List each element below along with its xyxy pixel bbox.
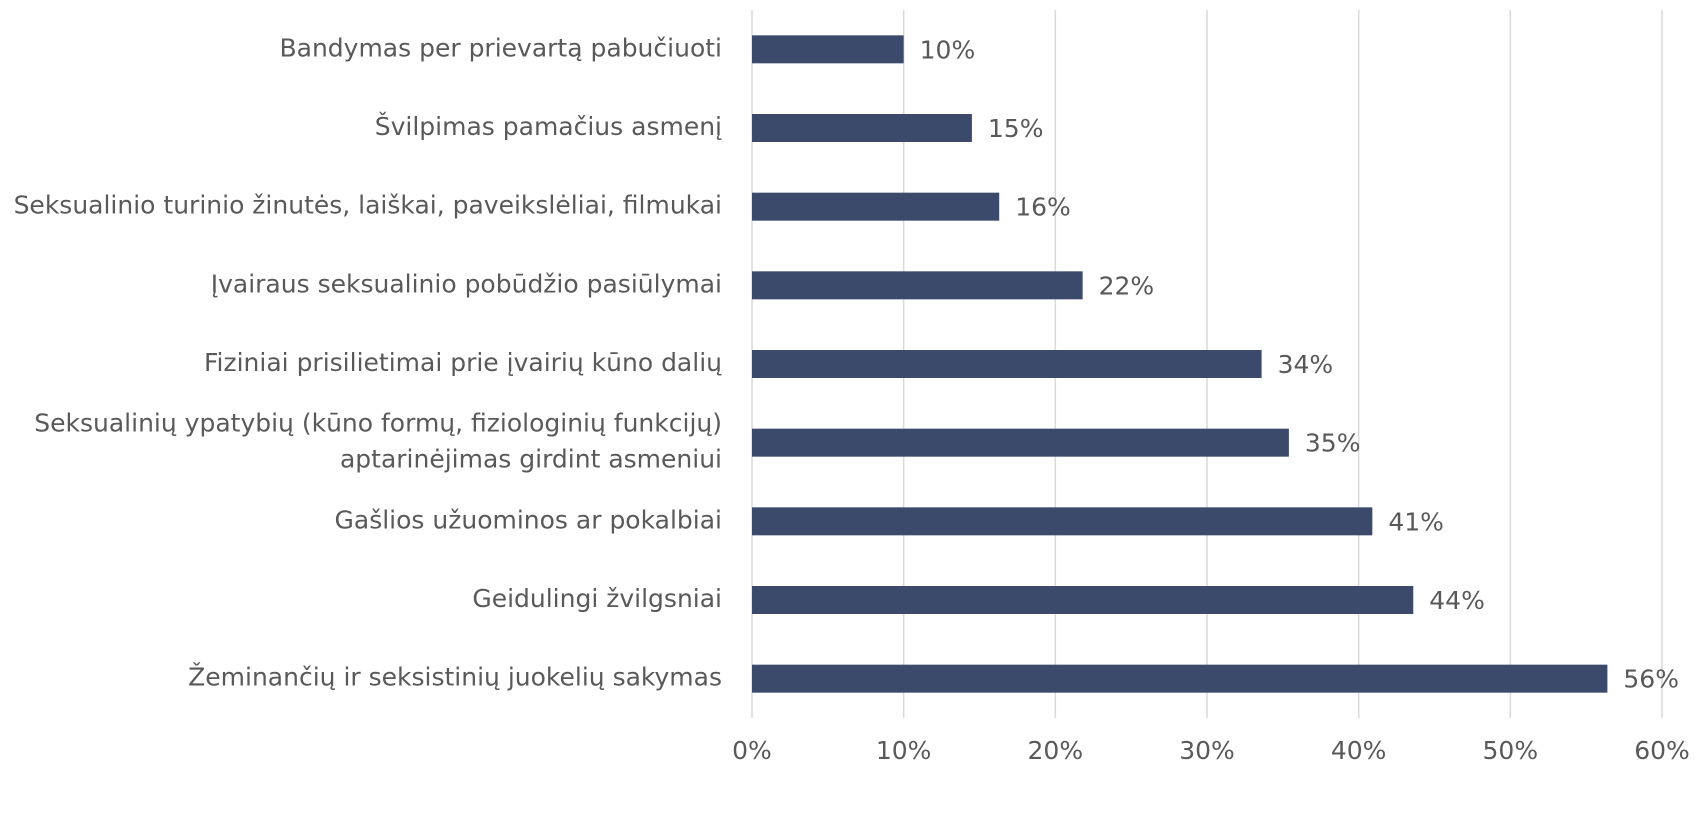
bar bbox=[752, 428, 1289, 457]
category-label-line: Fiziniai prisilietimai prie įvairių kūno… bbox=[204, 348, 722, 377]
x-tick-label: 10% bbox=[876, 736, 932, 765]
category-label: Įvairaus seksualinio pobūdžio pasiūlymai bbox=[211, 269, 722, 298]
value-label: 44% bbox=[1429, 586, 1485, 615]
value-label: 15% bbox=[988, 114, 1044, 143]
value-label: 35% bbox=[1305, 429, 1361, 458]
value-label: 34% bbox=[1278, 350, 1334, 379]
category-label-line: Gašlios užuominos ar pokalbiai bbox=[335, 505, 723, 534]
bar bbox=[752, 192, 1000, 221]
x-tick-label: 50% bbox=[1483, 736, 1539, 765]
category-label-line: Įvairaus seksualinio pobūdžio pasiūlymai bbox=[211, 269, 722, 298]
value-label: 10% bbox=[920, 35, 976, 64]
x-tick-label: 40% bbox=[1331, 736, 1387, 765]
category-label-line: aptarinėjimas girdint asmeniui bbox=[340, 445, 722, 474]
bar bbox=[752, 114, 972, 142]
x-tick-label: 30% bbox=[1179, 736, 1235, 765]
bar bbox=[752, 350, 1262, 378]
category-label: Švilpimas pamačius asmenį bbox=[375, 111, 722, 141]
category-label-line: Geidulingi žvilgsniai bbox=[472, 584, 722, 613]
category-label: Seksualinių ypatybių (kūno formų, fiziol… bbox=[34, 409, 722, 474]
value-label: 16% bbox=[1015, 193, 1071, 222]
category-label-line: Seksualinio turinio žinutės, laiškai, pa… bbox=[14, 191, 722, 220]
bar bbox=[752, 271, 1083, 300]
x-tick-label: 0% bbox=[732, 736, 772, 765]
bar bbox=[752, 35, 904, 64]
category-label: Bandymas per prievartą pabučiuoti bbox=[279, 33, 722, 62]
category-label-line: Bandymas per prievartą pabučiuoti bbox=[279, 33, 722, 62]
bar bbox=[752, 586, 1414, 614]
bar bbox=[752, 664, 1608, 693]
category-label: Seksualinio turinio žinutės, laiškai, pa… bbox=[14, 191, 722, 220]
value-label: 56% bbox=[1623, 665, 1679, 694]
category-label: Fiziniai prisilietimai prie įvairių kūno… bbox=[204, 348, 722, 377]
category-label: Žeminančių ir seksistinių juokelių sakym… bbox=[188, 663, 722, 692]
value-label: 22% bbox=[1099, 271, 1155, 300]
category-label-line: Seksualinių ypatybių (kūno formų, fiziol… bbox=[34, 409, 722, 438]
bar bbox=[752, 507, 1373, 536]
x-tick-label: 60% bbox=[1634, 736, 1690, 765]
x-tick-label: 20% bbox=[1028, 736, 1084, 765]
category-label: Gašlios užuominos ar pokalbiai bbox=[335, 505, 723, 534]
category-label-line: Švilpimas pamačius asmenį bbox=[375, 111, 722, 141]
value-label: 41% bbox=[1388, 507, 1444, 536]
category-label-line: Žeminančių ir seksistinių juokelių sakym… bbox=[188, 663, 722, 692]
category-label: Geidulingi žvilgsniai bbox=[472, 584, 722, 613]
